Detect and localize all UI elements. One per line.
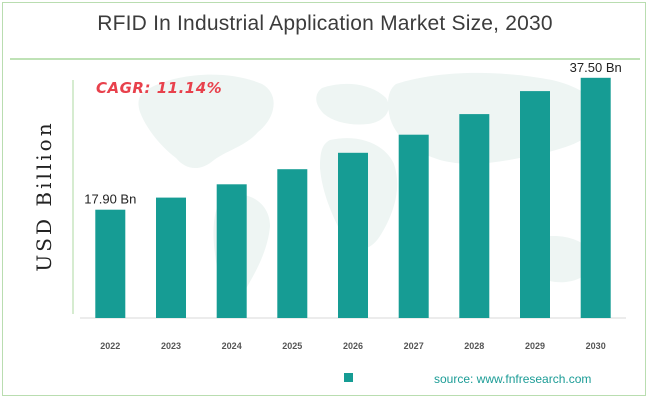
bar-2026	[338, 152, 368, 318]
x-ticks-group: 2022 2023 2024 2025 2026 2027 2028 2029 2030	[100, 341, 605, 351]
title-divider	[10, 58, 640, 60]
legend-swatch	[344, 373, 353, 382]
bar-2024	[216, 184, 247, 318]
x-tick-label-2026: 2026	[343, 341, 363, 351]
data-labels-group: 17.90 Bn 37.50 Bn	[84, 60, 621, 207]
x-tick-label-2024: 2024	[222, 341, 242, 351]
x-tick-label-2028: 2028	[464, 341, 484, 351]
bars-group	[95, 77, 611, 318]
x-tick-label-2029: 2029	[525, 341, 545, 351]
bar-2022	[95, 209, 126, 318]
data-label-2022: 17.90 Bn	[84, 192, 136, 207]
bar-2028	[459, 114, 490, 318]
bar-2029	[520, 91, 550, 318]
y-axis-label: USD Billion	[32, 120, 56, 272]
x-tick-label-2030: 2030	[586, 341, 606, 351]
x-tick-label-2027: 2027	[404, 341, 424, 351]
bar-2025	[277, 169, 308, 318]
x-tick-label-2025: 2025	[282, 341, 302, 351]
bar-2030	[580, 77, 611, 318]
bar-2023	[156, 197, 186, 318]
x-tick-label-2023: 2023	[161, 341, 181, 351]
legend	[344, 373, 359, 382]
bar-2027	[398, 134, 429, 318]
chart-title: RFID In Industrial Application Market Si…	[97, 12, 553, 35]
source-note: source: www.fnfresearch.com	[434, 372, 592, 386]
x-tick-label-2022: 2022	[100, 341, 120, 351]
cagr-annotation: CAGR: 11.14%	[96, 79, 223, 97]
data-label-2030: 37.50 Bn	[570, 60, 622, 75]
